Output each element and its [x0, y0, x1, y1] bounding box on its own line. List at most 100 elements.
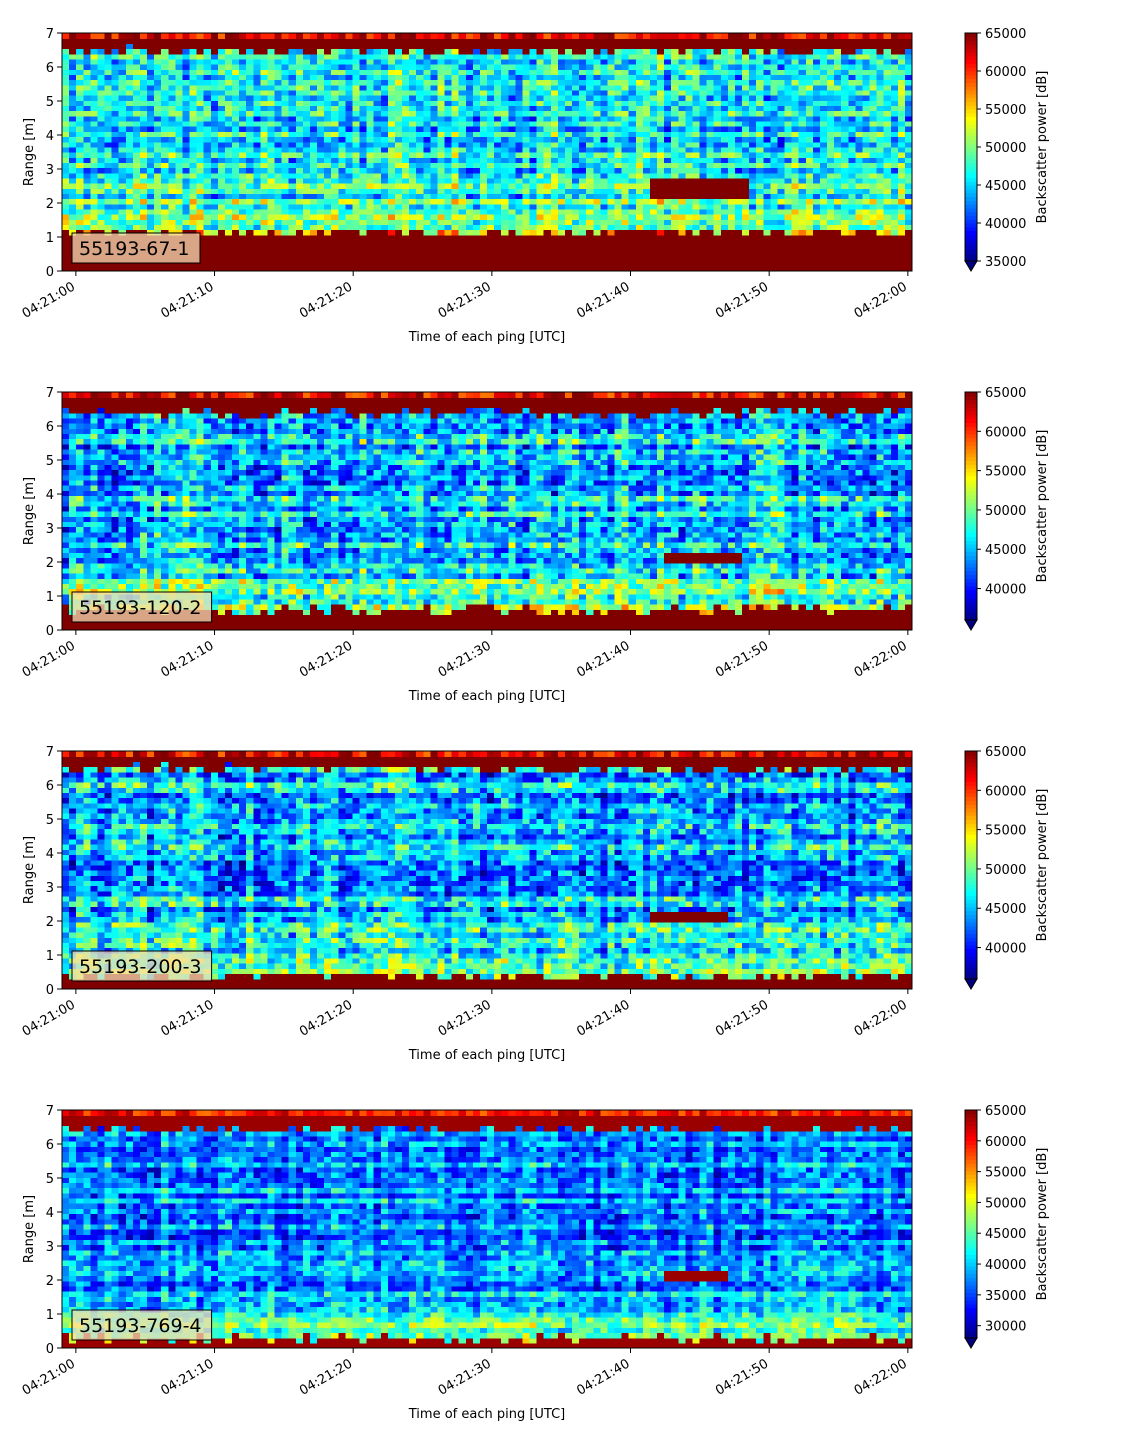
heatmap-cell	[749, 162, 757, 169]
heatmap-cell	[543, 79, 552, 86]
heatmap-cell	[302, 193, 311, 200]
heatmap-cell	[83, 219, 91, 226]
heatmap-cell	[90, 84, 99, 91]
heatmap-cell	[437, 115, 446, 122]
heatmap-cell	[409, 100, 417, 107]
heatmap-cell	[132, 64, 141, 70]
heatmap-cell	[671, 105, 679, 112]
heatmap-cell	[550, 188, 559, 194]
heatmap-cell	[352, 183, 361, 189]
heatmap-cell	[139, 188, 148, 194]
heatmap-cell	[777, 203, 786, 210]
heatmap-cell	[246, 167, 254, 174]
heatmap-cell	[812, 146, 821, 153]
heatmap-cell	[260, 224, 269, 231]
heatmap-cell	[621, 141, 630, 148]
heatmap-cell	[664, 198, 672, 205]
heatmap-cell	[522, 131, 531, 138]
heatmap-cell	[685, 100, 694, 107]
heatmap-cell	[812, 89, 821, 96]
heatmap-cell	[819, 136, 828, 143]
heatmap-cell	[805, 43, 814, 50]
heatmap-cell	[515, 53, 524, 60]
heatmap-cell	[402, 224, 410, 231]
heatmap-cell	[324, 110, 332, 117]
heatmap-cell	[649, 229, 658, 236]
heatmap-cell	[564, 64, 573, 70]
heatmap-cell	[281, 260, 290, 267]
heatmap-cell	[295, 74, 304, 81]
heatmap-cell	[827, 229, 835, 236]
heatmap-cell	[345, 188, 354, 194]
heatmap-cell	[642, 33, 651, 39]
heatmap-cell	[394, 136, 403, 143]
heatmap-cell	[564, 89, 573, 96]
heatmap-cell	[770, 58, 779, 65]
heatmap-cell	[479, 167, 488, 174]
heatmap-cell	[614, 131, 623, 138]
heatmap-cell	[706, 219, 715, 226]
heatmap-cell	[274, 64, 283, 70]
heatmap-cell	[742, 38, 750, 44]
heatmap-cell	[168, 115, 176, 122]
heatmap-cell	[253, 43, 261, 50]
heatmap-cell	[274, 110, 283, 117]
heatmap-cell	[380, 110, 389, 117]
heatmap-cell	[756, 69, 764, 75]
heatmap-cell	[664, 219, 672, 226]
heatmap-cell	[274, 84, 283, 91]
heatmap-cell	[515, 136, 524, 143]
heatmap-cell	[508, 141, 516, 148]
heatmap-cell	[295, 79, 304, 86]
heatmap-cell	[572, 95, 580, 101]
heatmap-cell	[154, 105, 162, 112]
heatmap-cell	[692, 79, 701, 86]
heatmap-cell	[791, 84, 800, 91]
heatmap-cell	[359, 120, 368, 127]
heatmap-cell	[423, 58, 431, 65]
heatmap-cell	[210, 79, 219, 86]
heatmap-cell	[345, 177, 354, 184]
heatmap-cell	[132, 84, 141, 91]
heatmap-cell	[720, 38, 729, 44]
heatmap-cell	[621, 38, 630, 44]
heatmap-cell	[331, 105, 339, 112]
heatmap-cell	[380, 188, 389, 194]
heatmap-cell	[295, 131, 304, 138]
heatmap-cell	[819, 115, 828, 122]
heatmap-cell	[253, 64, 261, 70]
heatmap-cell	[742, 172, 750, 179]
heatmap-cell	[338, 255, 346, 262]
heatmap-cell	[217, 239, 226, 246]
heatmap-cell	[338, 43, 346, 50]
heatmap-cell	[217, 188, 226, 194]
heatmap-cell	[572, 167, 580, 174]
heatmap-cell	[458, 79, 467, 86]
heatmap-cell	[508, 146, 516, 153]
heatmap-cell	[154, 48, 162, 55]
heatmap-cell	[607, 100, 616, 107]
heatmap-cell	[274, 115, 283, 122]
heatmap-cell	[224, 152, 233, 158]
heatmap-cell	[593, 89, 601, 96]
heatmap-cell	[302, 33, 311, 39]
heatmap-cell	[685, 79, 694, 86]
heatmap-cell	[557, 177, 566, 184]
heatmap-cell	[387, 260, 396, 267]
heatmap-cell	[734, 245, 743, 251]
heatmap-cell	[508, 229, 516, 236]
heatmap-cell	[62, 162, 70, 169]
heatmap-cell	[324, 105, 332, 112]
heatmap-cell	[699, 48, 708, 55]
heatmap-cell	[543, 208, 552, 215]
heatmap-cell	[147, 79, 155, 86]
heatmap-cell	[479, 43, 488, 50]
heatmap-cell	[579, 162, 587, 169]
heatmap-cell	[331, 136, 339, 143]
heatmap-cell	[90, 146, 99, 153]
heatmap-cell	[281, 265, 290, 272]
heatmap-cell	[161, 260, 169, 267]
heatmap-cell	[501, 141, 509, 148]
heatmap-cell	[359, 38, 368, 44]
heatmap-cell	[593, 265, 601, 272]
